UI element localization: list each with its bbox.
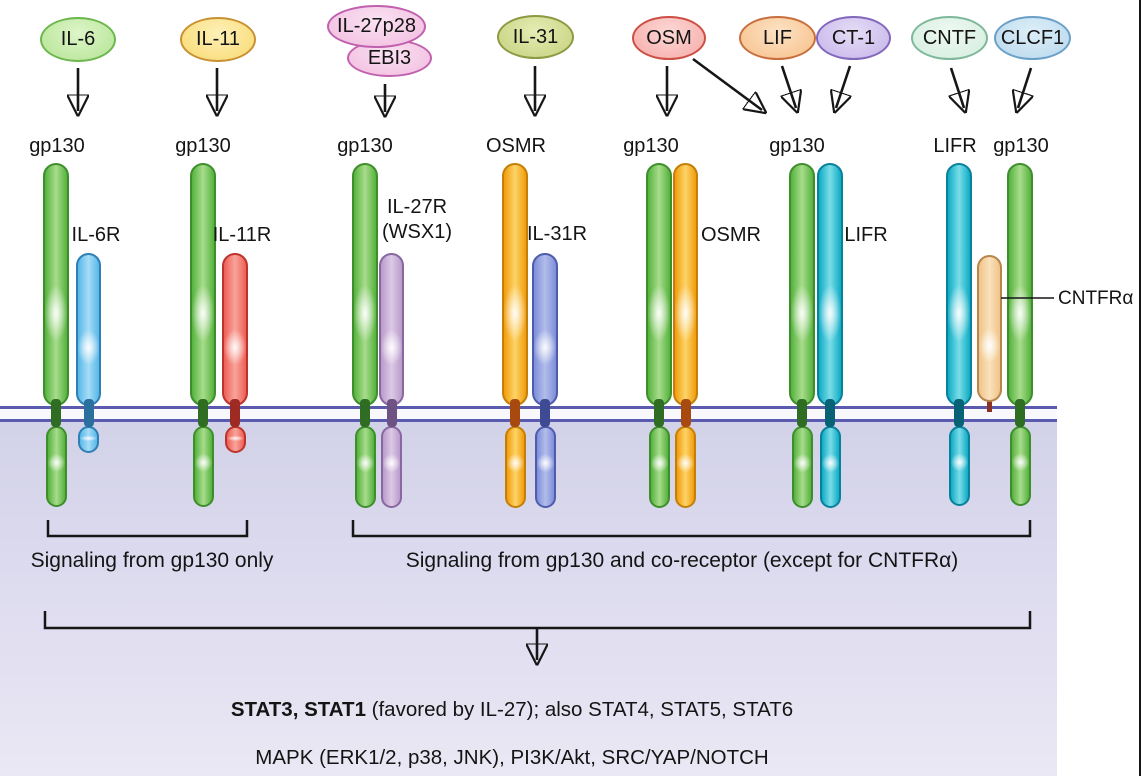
all-signaling-bracket: [43, 611, 1032, 630]
il11r-intracellular-stub: [225, 426, 246, 453]
il6-label: IL-6: [60, 28, 96, 50]
gp130-intracellular-tail: [46, 426, 67, 507]
lifr-transmembrane-neck: [825, 399, 835, 427]
gp130-label-group5: gp130: [623, 135, 679, 157]
il27r-sublabel-wsx1: (WSX1): [382, 221, 452, 243]
figure-right-border: [1139, 0, 1141, 776]
gp130-intracellular-tail: [649, 426, 670, 508]
stat-pathway-rest: (favored by IL-27); also STAT4, STAT5, S…: [365, 698, 794, 721]
il31r-label: IL-31R: [526, 223, 588, 245]
cntf-arrow: [951, 67, 964, 108]
il31r-intracellular-tail: [535, 426, 556, 508]
cntfr-alpha-pill: [977, 255, 1002, 402]
gp130-only-bracket: [46, 520, 249, 538]
lifr-label-group7: LIFR: [933, 135, 977, 157]
cntfr-alpha-label: CNTFRα: [1058, 288, 1134, 309]
clcf1-label: CLCF1: [1000, 26, 1065, 49]
il6r-label: IL-6R: [71, 224, 121, 246]
osm-arrow-diagonal: [692, 57, 762, 110]
il31-cytokine-oval: IL-31: [497, 15, 574, 59]
gp130-intracellular-tail: [355, 426, 376, 508]
osm-label: OSM: [646, 26, 692, 49]
osmr-transmembrane-neck: [681, 399, 691, 427]
osmr-label-group5: OSMR: [701, 224, 761, 246]
cell-membrane: [0, 406, 1057, 422]
il11r-label: IL-11R: [212, 224, 272, 246]
il27r-label: IL-27R: [386, 196, 448, 218]
lif-cytokine-oval: LIF: [739, 16, 816, 60]
clcf1-arrow: [1018, 67, 1031, 108]
il6-cytokine-oval: IL-6: [40, 17, 116, 62]
gp130-intracellular-tail: [792, 426, 813, 508]
il27r-intracellular-tail: [381, 426, 402, 508]
il6r-intracellular-stub: [78, 426, 99, 453]
cntfr-alpha-gpi-anchor: [987, 396, 992, 412]
il11-cytokine-oval: IL-11: [180, 17, 256, 62]
osmr-label-group4: OSMR: [486, 135, 546, 157]
cntf-cytokine-oval: CNTF: [911, 16, 988, 60]
gp130-transmembrane-neck: [198, 399, 208, 427]
lif-label: LIF: [763, 26, 792, 49]
il27r-transmembrane-neck: [387, 399, 397, 427]
il27p28-label: IL-27p28: [337, 15, 416, 37]
clcf1-cytokine-oval: CLCF1: [994, 16, 1071, 60]
co-receptor-bracket: [351, 520, 1032, 538]
osmr-intracellular-tail: [505, 426, 526, 508]
il6r-transmembrane-neck: [84, 399, 94, 427]
il11-label: IL-11: [195, 28, 241, 50]
gp130-label-group2: gp130: [175, 135, 231, 157]
ct1-label: CT-1: [831, 26, 876, 49]
gp130-label-group3: gp130: [337, 135, 393, 157]
lifr-intracellular-tail: [820, 426, 841, 508]
lif-arrow: [782, 65, 796, 108]
ct1-cytokine-oval: CT-1: [816, 16, 891, 60]
il11r-transmembrane-neck: [230, 399, 240, 427]
gp130-label-group7: gp130: [993, 135, 1049, 157]
gp130-label-group1: gp130: [29, 135, 85, 157]
osmr-transmembrane-neck: [510, 399, 520, 427]
il31-label: IL-31: [512, 25, 559, 48]
lifr-transmembrane-neck: [954, 399, 964, 427]
gp130-transmembrane-neck: [51, 399, 61, 427]
osm-cytokine-oval: OSM: [632, 16, 706, 60]
cytoplasm-region: [0, 422, 1057, 776]
lifr-label-group6: LIFR: [844, 224, 888, 246]
co-receptor-caption: Signaling from gp130 and co-receptor (ex…: [405, 549, 959, 572]
il31r-transmembrane-neck: [540, 399, 550, 427]
gp130-transmembrane-neck: [360, 399, 370, 427]
ct1-arrow: [836, 65, 850, 108]
gp130-label-group6: gp130: [769, 135, 825, 157]
gp130-intracellular-tail: [1010, 426, 1031, 506]
ebi3-label: EBI3: [367, 46, 412, 69]
gp130-transmembrane-neck: [1015, 399, 1025, 427]
gp130-only-caption: Signaling from gp130 only: [30, 549, 274, 572]
il27p28-cytokine-oval: IL-27p28: [327, 5, 426, 48]
gp130-transmembrane-neck: [654, 399, 664, 427]
mapk-pathway-line: MAPK (ERK1/2, p38, JNK), PI3K/Akt, SRC/Y…: [255, 746, 769, 769]
gp130-transmembrane-neck: [797, 399, 807, 427]
stat-pathway-line: STAT3, STAT1 (favored by IL-27); also ST…: [231, 698, 793, 722]
gp130-intracellular-tail: [193, 426, 214, 507]
lifr-intracellular-tail: [949, 426, 970, 506]
cntf-label: CNTF: [922, 26, 977, 49]
stat-pathway-bold: STAT3, STAT1: [230, 698, 366, 721]
osmr-intracellular-tail: [675, 426, 696, 508]
